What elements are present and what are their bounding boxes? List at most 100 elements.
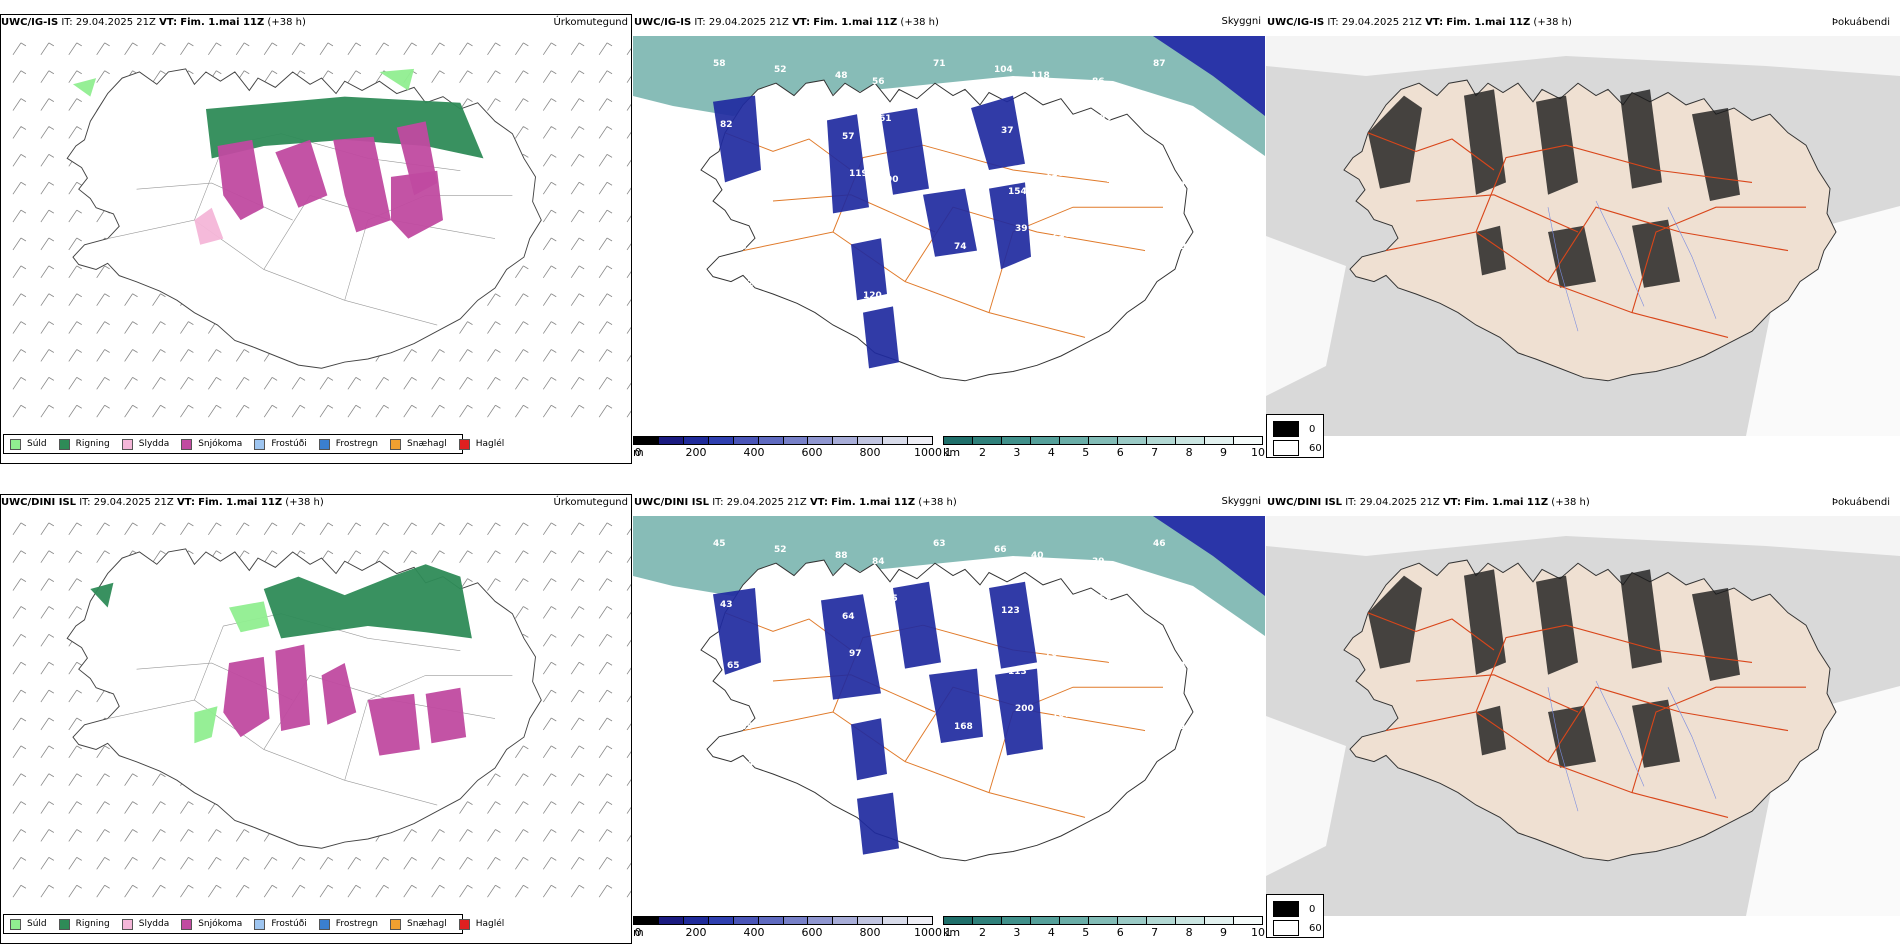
ceiling-value: 95 — [781, 126, 794, 136]
legend-label: Haglél — [475, 439, 505, 449]
legend-item: Snæhagl — [390, 918, 447, 930]
fog-high-area — [1464, 569, 1506, 675]
ceiling-value: 113 — [1008, 667, 1027, 677]
legend-swatch — [458, 438, 470, 450]
roads — [1367, 612, 1807, 818]
ceiling-value: 90 — [900, 297, 913, 307]
ceiling-value: 88 — [1022, 285, 1035, 295]
ceiling-value: 40 — [1031, 551, 1044, 561]
ceiling-value: 56 — [872, 77, 885, 87]
colorbar-tick: 10 — [1251, 926, 1265, 939]
legend-swatch — [58, 918, 70, 930]
colorbar-tick: 10 — [1251, 446, 1265, 459]
ceiling-value: 83 — [788, 667, 801, 677]
panel-label: Þokuábendi — [1831, 17, 1890, 28]
ceiling-value: 104 — [994, 65, 1013, 75]
ceiling-value: 98 — [734, 242, 747, 252]
fog-high-area — [1692, 108, 1740, 201]
low-ceiling-area — [827, 114, 869, 214]
ceiling-value: 135 — [788, 187, 807, 197]
sea-fog — [633, 516, 1265, 636]
low-ceiling-area — [851, 238, 887, 301]
ceiling-value: 43 — [720, 600, 733, 610]
legend-label: Haglél — [475, 919, 505, 929]
precip-map-svg — [12, 42, 631, 418]
precip-area — [194, 207, 224, 245]
iceland — [700, 559, 1194, 862]
ceiling-value: 78 — [1160, 120, 1173, 130]
precip-area — [194, 706, 218, 744]
low-ceiling-area — [995, 668, 1043, 756]
ceiling-value: 71 — [933, 59, 946, 69]
legend-swatch — [181, 438, 193, 450]
precip-map-svg — [12, 522, 631, 898]
precip-area — [223, 656, 270, 738]
ceiling-colorbar: m 0 200 400 600 800 1000 — [633, 436, 942, 464]
ceiling-value: 41 — [748, 340, 761, 350]
fog-high-area — [1548, 225, 1596, 288]
iceland — [66, 68, 542, 369]
visibility-colorbar: km 1 2 3 4 5 6 7 8 9 10 — [943, 436, 1265, 464]
panel-title: UWC/IG-IS IT: 29.04.2025 21Z VT: Fim. 1.… — [634, 17, 939, 28]
fog-panel-2: UWC/DINI ISL IT: 29.04.2025 21Z VT: Fim.… — [1266, 494, 1900, 944]
ceiling-value: 63 — [933, 539, 946, 549]
precip-panel-1: UWC/IG-IS IT: 29.04.2025 21Z VT: Fim. 1.… — [0, 14, 632, 464]
legend-item: Rigning — [58, 438, 110, 450]
ceiling-value: 155 — [879, 594, 898, 604]
ceiling-value: 52 — [774, 65, 787, 75]
colorbar-tick: 2 — [978, 446, 986, 459]
legend-label: Rigning — [75, 439, 110, 449]
ceiling-value: 45 — [713, 539, 726, 549]
fog-legend: 0 60 — [1266, 894, 1324, 938]
clear-sea — [1266, 516, 1900, 556]
legend-swatch — [181, 918, 193, 930]
visibility-colorbar: km 1 2 3 4 5 6 7 8 9 10 — [943, 916, 1265, 944]
ceiling-value: 118 — [1106, 175, 1125, 185]
fog-high-area — [1476, 705, 1506, 756]
low-ceiling-area — [857, 792, 899, 855]
low-ceiling-area — [713, 95, 761, 183]
ceiling-value: 54 — [1160, 600, 1173, 610]
legend-swatch — [121, 438, 133, 450]
colorbar-unit: m — [633, 446, 644, 459]
fog-high-area — [1548, 705, 1596, 768]
colorbar-tick: 3 — [1013, 926, 1021, 939]
precip-panel-2: UWC/DINI ISL IT: 29.04.2025 21Z VT: Fim.… — [0, 494, 632, 944]
ceiling-value: 87 — [1153, 59, 1166, 69]
low-ceiling-area — [821, 594, 881, 700]
ceiling-value: 71 — [961, 279, 974, 289]
ceiling-value-labels: 58 52 48 56 71 104 118 86 87 82 95 57 61 38 37 45 99 78 12… — [713, 59, 1194, 350]
fog-map — [1266, 516, 1900, 916]
low-ceiling-area — [881, 108, 929, 195]
precip-area — [275, 139, 328, 208]
precip-area — [229, 601, 270, 633]
visibility-map: 45 52 88 84 63 66 40 39 46 43 49 64 155 125 123 120 52 54… — [633, 516, 1265, 916]
colorbar-tick: 9 — [1220, 446, 1228, 459]
ceiling-value: 61 — [879, 114, 892, 124]
legend-swatch — [254, 918, 266, 930]
ceiling-value: 99 — [1099, 114, 1112, 124]
legend-item: Súld — [10, 918, 47, 930]
colorbar-unit: km — [943, 446, 961, 459]
colorbar-strip — [633, 436, 933, 445]
ceiling-value: 210 — [1052, 230, 1071, 240]
colorbar-unit: m — [633, 926, 644, 939]
ceiling-value: 118 — [1031, 71, 1050, 81]
colorbar-tick: 5 — [1082, 926, 1090, 939]
colorbar-tick: 200 — [685, 446, 707, 459]
colorbar-tick: 800 — [859, 926, 881, 939]
ceiling-value-labels: 45 52 88 84 63 66 40 39 46 43 49 64 155 125 123 120 52 54… — [713, 539, 1187, 769]
colorbar-tick: 9 — [1220, 926, 1228, 939]
precip-legend: Súld Rigning Slydda Snjókoma Frostúði Frostre… — [3, 434, 504, 454]
legend-item: Rigning — [58, 918, 110, 930]
ceiling-value: 86 — [1092, 77, 1105, 87]
ceiling-value: 127 — [802, 285, 821, 295]
legend-label: Frostúði — [271, 919, 307, 929]
visibility-map-svg: 58 52 48 56 71 104 118 86 87 82 95 57 61 38 37 45 99 78 12… — [633, 36, 1265, 382]
low-ceiling-area — [929, 668, 983, 743]
ceiling-value: 154 — [1008, 187, 1027, 197]
legend-label: Snæhagl — [407, 919, 447, 929]
precip-area — [217, 139, 264, 221]
panel-title: UWC/IG-IS IT: 29.04.2025 21Z VT: Fim. 1.… — [1267, 17, 1572, 28]
low-ceiling-sea — [1153, 516, 1265, 596]
